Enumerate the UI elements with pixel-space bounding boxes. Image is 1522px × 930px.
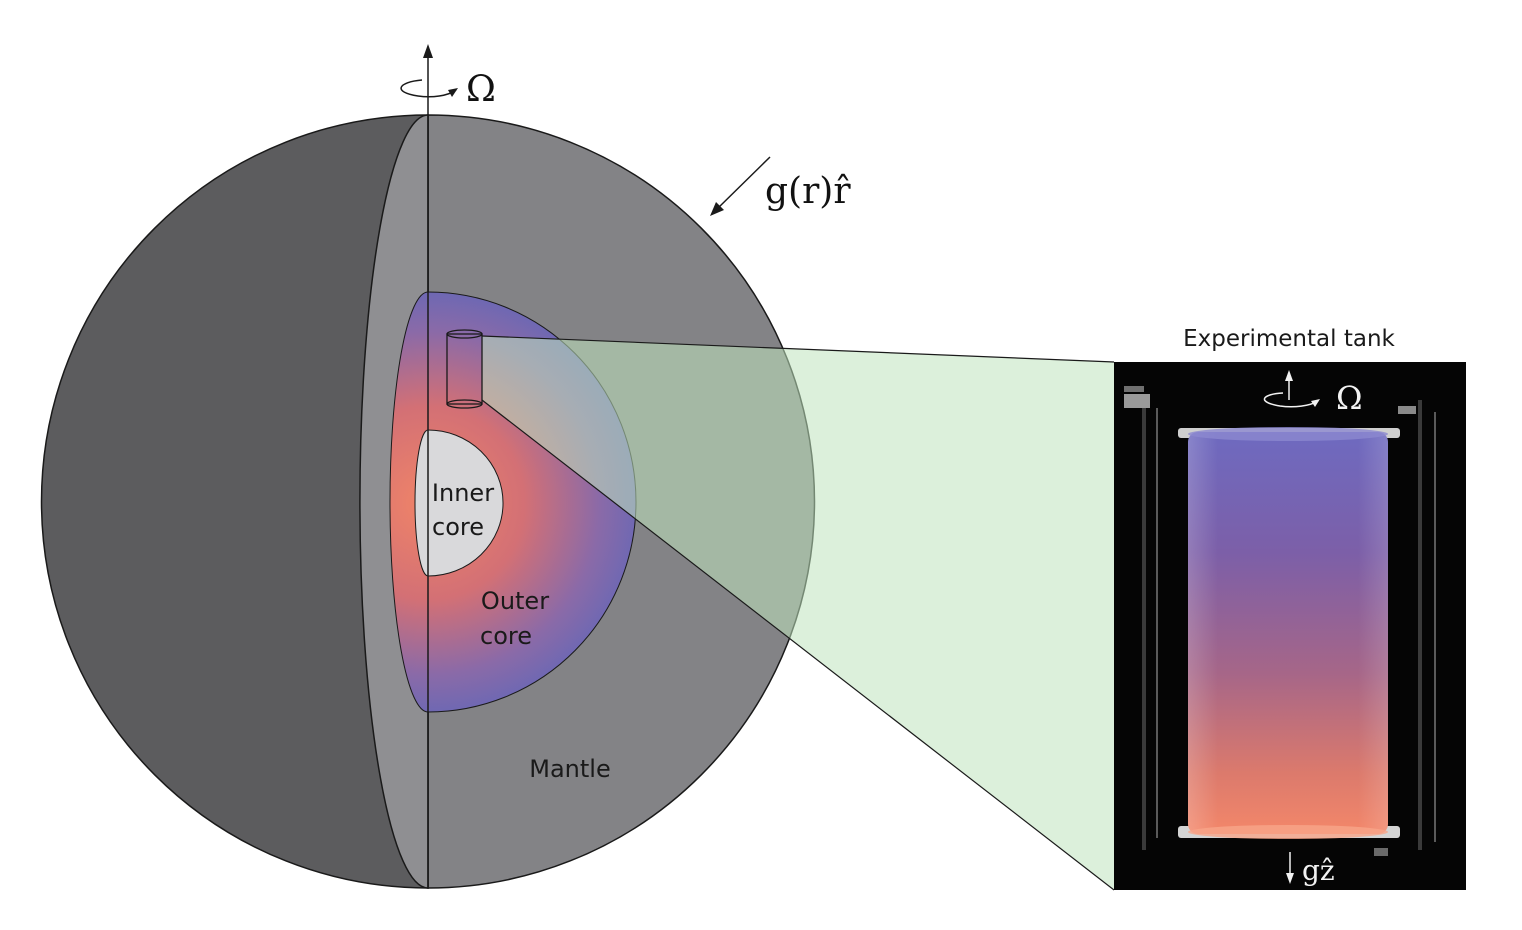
zoom-wedge (482, 336, 1114, 890)
inner-core-label-line2: core (432, 513, 484, 541)
gravity-label: g(r)r̂ (765, 171, 851, 212)
gravity-arrow-icon (715, 156, 771, 211)
sphere-left-hemisphere (40, 114, 429, 889)
outer-core-label-line2: core (480, 622, 532, 650)
tank-rotation-arrow-icon (1263, 392, 1319, 408)
core-cylinder-icon (446, 329, 483, 409)
tank-gravity-label: gẑ (1302, 854, 1335, 887)
axis-arrowhead (423, 44, 433, 58)
rotation-arrow-icon (400, 79, 457, 98)
tank-title: Experimental tank (1183, 326, 1395, 352)
inner-core-label-line1: Inner (432, 479, 494, 507)
mantle-label: Mantle (529, 755, 610, 783)
rotation-symbol: Ω (466, 69, 496, 110)
tank-photo (1114, 362, 1466, 890)
outer-core-label-line1: Outer (481, 587, 549, 615)
tank-rotation-symbol: Ω (1336, 379, 1363, 417)
